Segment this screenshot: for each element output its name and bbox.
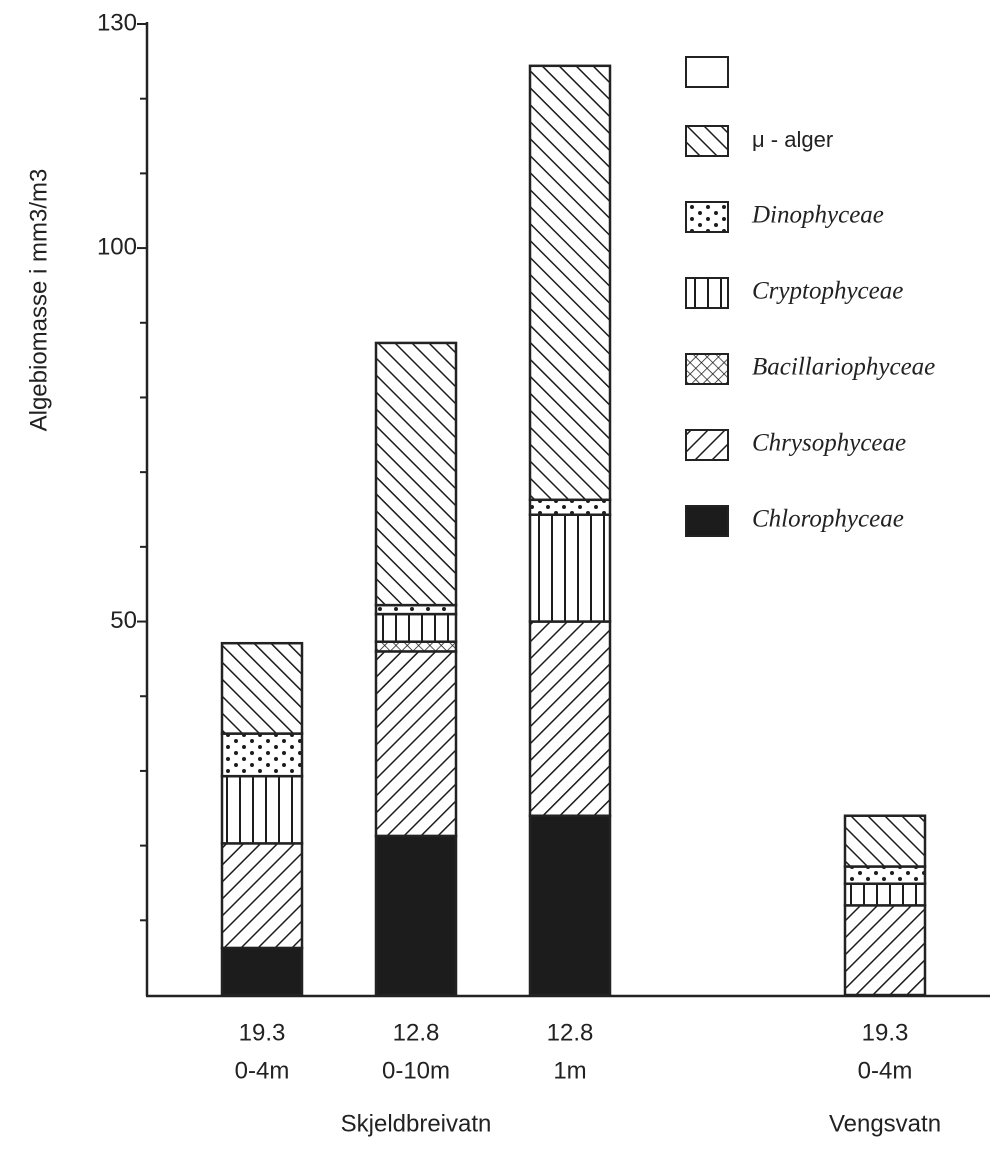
legend-label: Dinophyceae xyxy=(751,202,884,229)
x-tick-label: 1m xyxy=(553,1057,586,1084)
bar-segment xyxy=(374,603,458,616)
x-tick-label: 0-4m xyxy=(235,1057,290,1084)
bar-segment xyxy=(374,612,458,643)
legend-swatch xyxy=(685,277,729,309)
x-tick-label: 19.3 xyxy=(239,1019,286,1046)
bar-segment xyxy=(843,882,927,907)
bar-segment xyxy=(220,732,304,778)
legend-swatch xyxy=(685,201,729,233)
bar-segment xyxy=(843,814,927,868)
bar-segment xyxy=(528,620,612,817)
bar-segment xyxy=(528,498,612,516)
y-axis-label: Algebiomasse i mm3/m3 xyxy=(25,169,52,432)
bar-segment xyxy=(528,64,612,502)
group-label: Skjeldbreivatn xyxy=(341,1110,492,1137)
y-tick-label: 130 xyxy=(97,9,137,36)
legend-label: Bacillariophyceae xyxy=(752,354,935,381)
legend-label: μ - alger xyxy=(752,127,833,152)
bar-segment xyxy=(528,814,612,997)
x-tick-label: 0-10m xyxy=(382,1057,450,1084)
y-tick-label: 50 xyxy=(110,607,137,634)
bar-segment xyxy=(374,640,458,653)
x-tick-label: 12.8 xyxy=(547,1019,594,1046)
legend-swatch xyxy=(685,353,729,385)
x-tick-label: 12.8 xyxy=(393,1019,440,1046)
bar-segment xyxy=(843,865,927,885)
legend-swatch xyxy=(685,429,729,461)
group-label: Vengsvatn xyxy=(829,1110,941,1137)
bar-segment xyxy=(374,834,458,997)
bar-segment xyxy=(843,904,927,997)
legend-swatch xyxy=(685,56,729,88)
bar-segment xyxy=(220,842,304,950)
bar-segment xyxy=(374,341,458,607)
bar-segment xyxy=(220,774,304,845)
x-tick-label: 0-4m xyxy=(858,1057,913,1084)
bar-segment xyxy=(220,946,304,997)
legend-label: Cryptophyceae xyxy=(752,278,903,305)
legend-swatch xyxy=(685,125,729,157)
legend-label: Chrysophyceae xyxy=(752,430,906,457)
legend-label: Chlorophyceae xyxy=(752,506,904,533)
bar-segment xyxy=(220,641,304,735)
y-tick-label: 100 xyxy=(97,233,137,260)
legend-swatch xyxy=(685,505,729,537)
bar-segment xyxy=(374,650,458,838)
bar-segment xyxy=(528,513,612,623)
x-tick-label: 19.3 xyxy=(862,1019,909,1046)
